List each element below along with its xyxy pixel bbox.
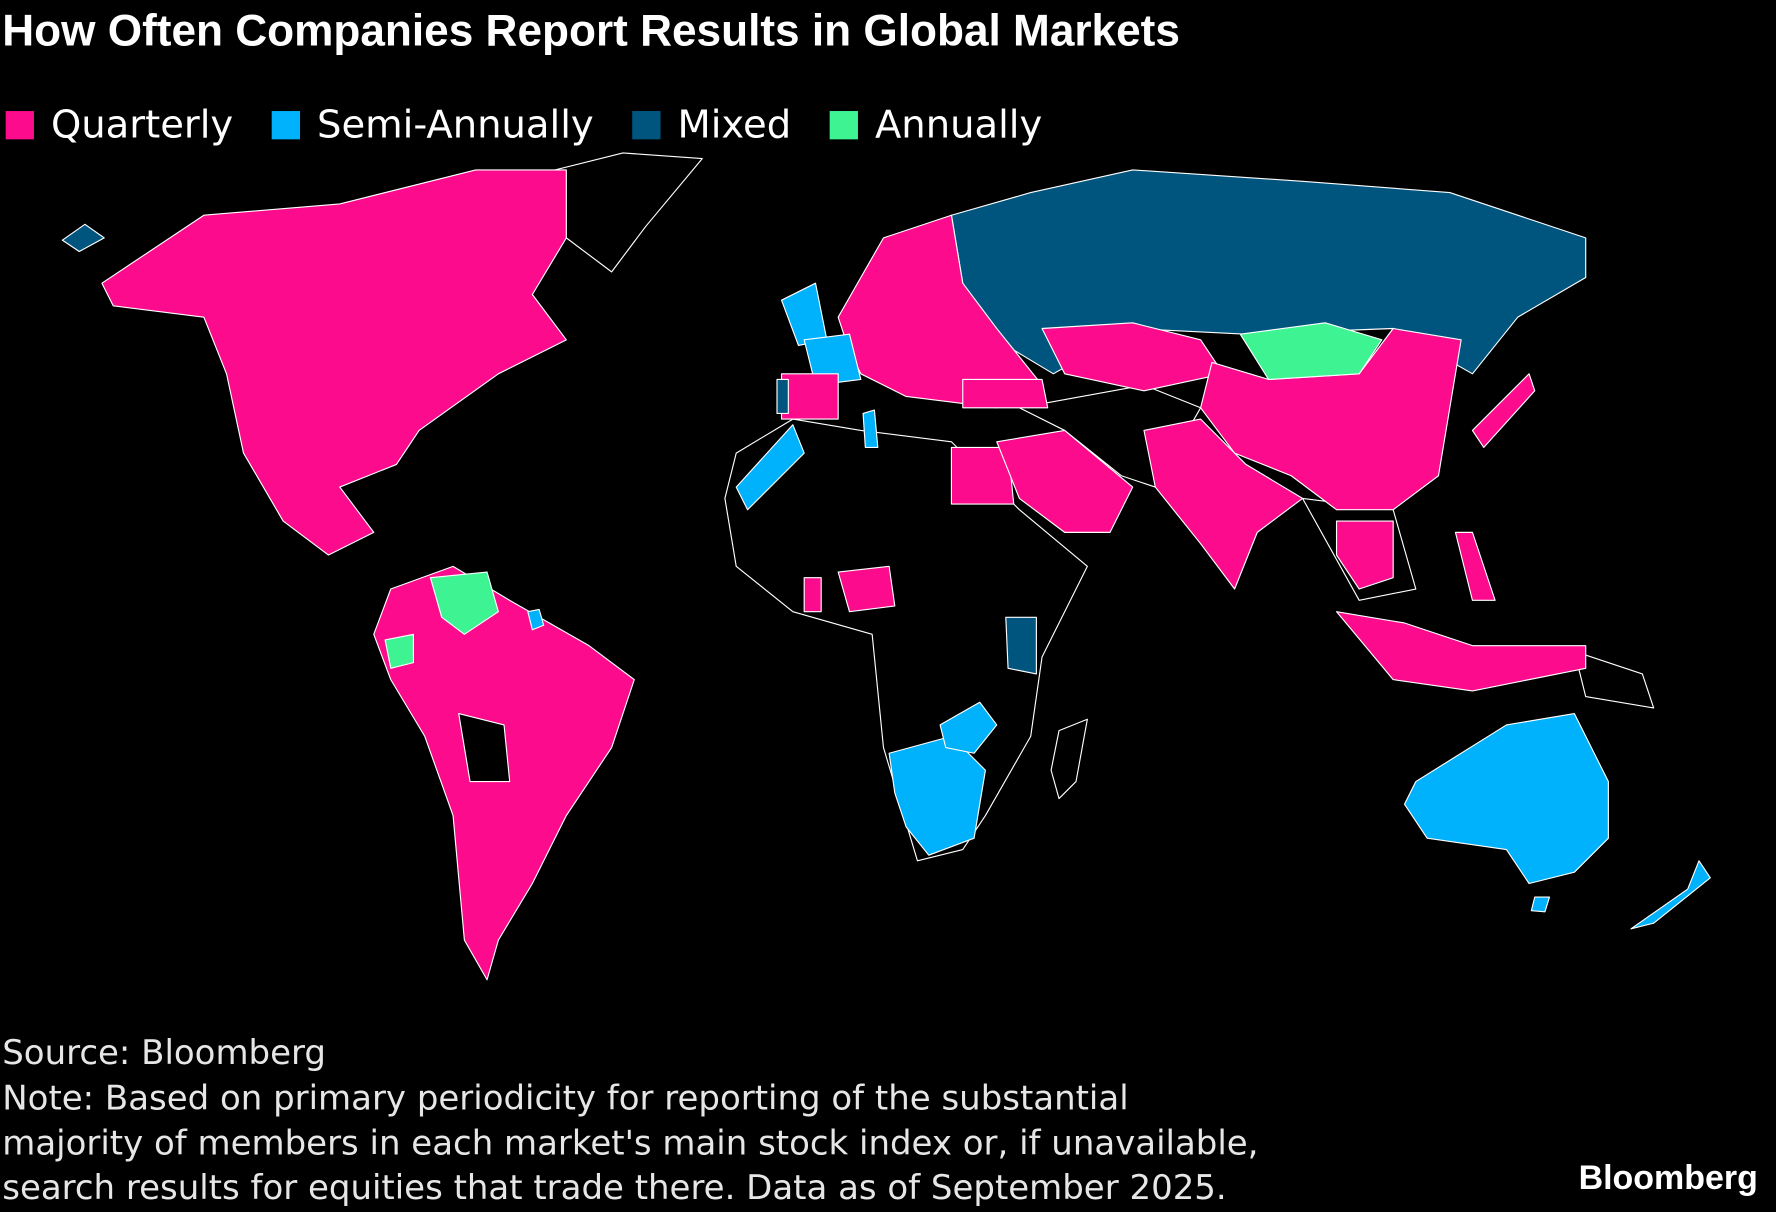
note-line: search results for equities that trade t… <box>2 1168 1226 1208</box>
region <box>1335 611 1587 692</box>
region <box>950 446 1015 505</box>
region <box>1335 520 1394 590</box>
region <box>61 223 105 253</box>
region <box>1630 860 1711 930</box>
region <box>1239 322 1383 381</box>
legend-label: Mixed <box>678 102 792 147</box>
region <box>780 373 839 420</box>
region <box>1530 896 1551 913</box>
logo: Bloomberg <box>1579 1159 1758 1197</box>
region <box>429 571 499 635</box>
source: Source: Bloomberg <box>2 1033 326 1073</box>
region <box>384 633 414 669</box>
region <box>837 565 896 613</box>
title: How Often Companies Report Results in Gl… <box>2 7 1180 56</box>
legend-label: Quarterly <box>51 102 233 147</box>
region <box>1143 418 1304 590</box>
land <box>1050 718 1088 800</box>
region <box>962 378 1049 409</box>
legend-swatch <box>829 111 858 140</box>
region <box>1005 616 1037 675</box>
land <box>458 713 511 783</box>
region <box>1403 713 1609 885</box>
land <box>1573 650 1655 709</box>
legend-label: Annually <box>875 102 1042 147</box>
legend-swatch <box>632 111 661 140</box>
region <box>939 701 998 754</box>
legend-swatch <box>271 111 301 140</box>
region <box>862 409 879 448</box>
region <box>950 169 1587 375</box>
legend-label: Semi-Annually <box>317 102 594 147</box>
land <box>724 418 1088 862</box>
region <box>1041 322 1224 392</box>
region <box>996 429 1134 533</box>
note-line: Note: Based on primary periodicity for r… <box>2 1078 1128 1118</box>
region <box>803 333 862 386</box>
legend: Quarterly Semi-Annually Mixed Annually <box>5 102 1042 147</box>
note-line: majority of members in each market's mai… <box>2 1124 1258 1164</box>
region <box>780 282 828 347</box>
region <box>735 424 805 511</box>
region <box>527 608 545 631</box>
map <box>61 152 1711 981</box>
region <box>776 378 789 415</box>
region <box>101 169 567 556</box>
region <box>1454 531 1496 601</box>
region <box>1471 373 1536 448</box>
region <box>803 577 822 613</box>
legend-swatch <box>5 111 34 140</box>
